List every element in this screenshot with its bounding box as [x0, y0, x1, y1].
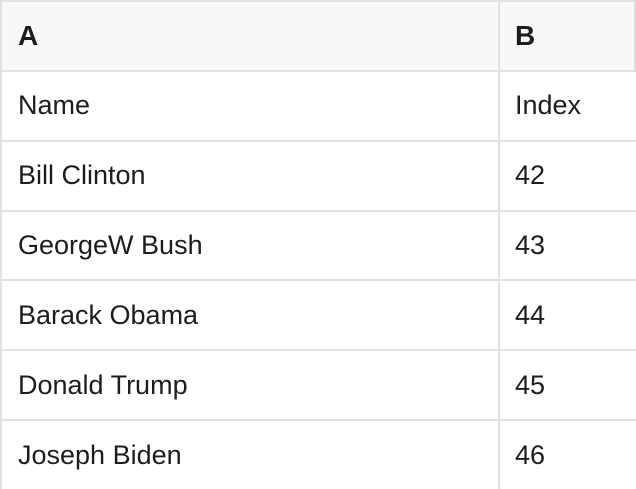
table-row: GeorgeW Bush 43: [2, 211, 636, 282]
table-row: Name Index: [2, 71, 636, 142]
cell-index-46[interactable]: 46: [515, 439, 546, 470]
table-row: Barack Obama 44: [2, 281, 636, 352]
cell-name-georgew-bush[interactable]: GeorgeW Bush: [2, 211, 500, 280]
cell-name-joseph-biden[interactable]: Joseph Biden: [2, 421, 500, 489]
table-row: Joseph Biden 46: [2, 421, 636, 489]
cell-index-45[interactable]: 45: [515, 369, 546, 400]
cell-index-42[interactable]: 42: [515, 160, 546, 191]
table-row: Donald Trump 45: [2, 351, 636, 422]
cell-index-44[interactable]: 44: [515, 299, 546, 330]
cell-name-header[interactable]: Name: [2, 71, 500, 140]
cell-index-43[interactable]: 43: [515, 230, 546, 260]
column-header-a[interactable]: A: [2, 2, 500, 70]
column-header-b[interactable]: B: [500, 2, 636, 70]
cell-name-bill-clinton[interactable]: Bill Clinton: [2, 141, 500, 210]
table-row: Bill Clinton 42: [2, 141, 636, 212]
column-header-row: A B: [2, 2, 636, 72]
cell-index-header[interactable]: Index: [515, 90, 582, 121]
cell-name-barack-obama[interactable]: Barack Obama: [2, 281, 500, 350]
cell-name-donald-trump[interactable]: Donald Trump: [2, 351, 500, 420]
